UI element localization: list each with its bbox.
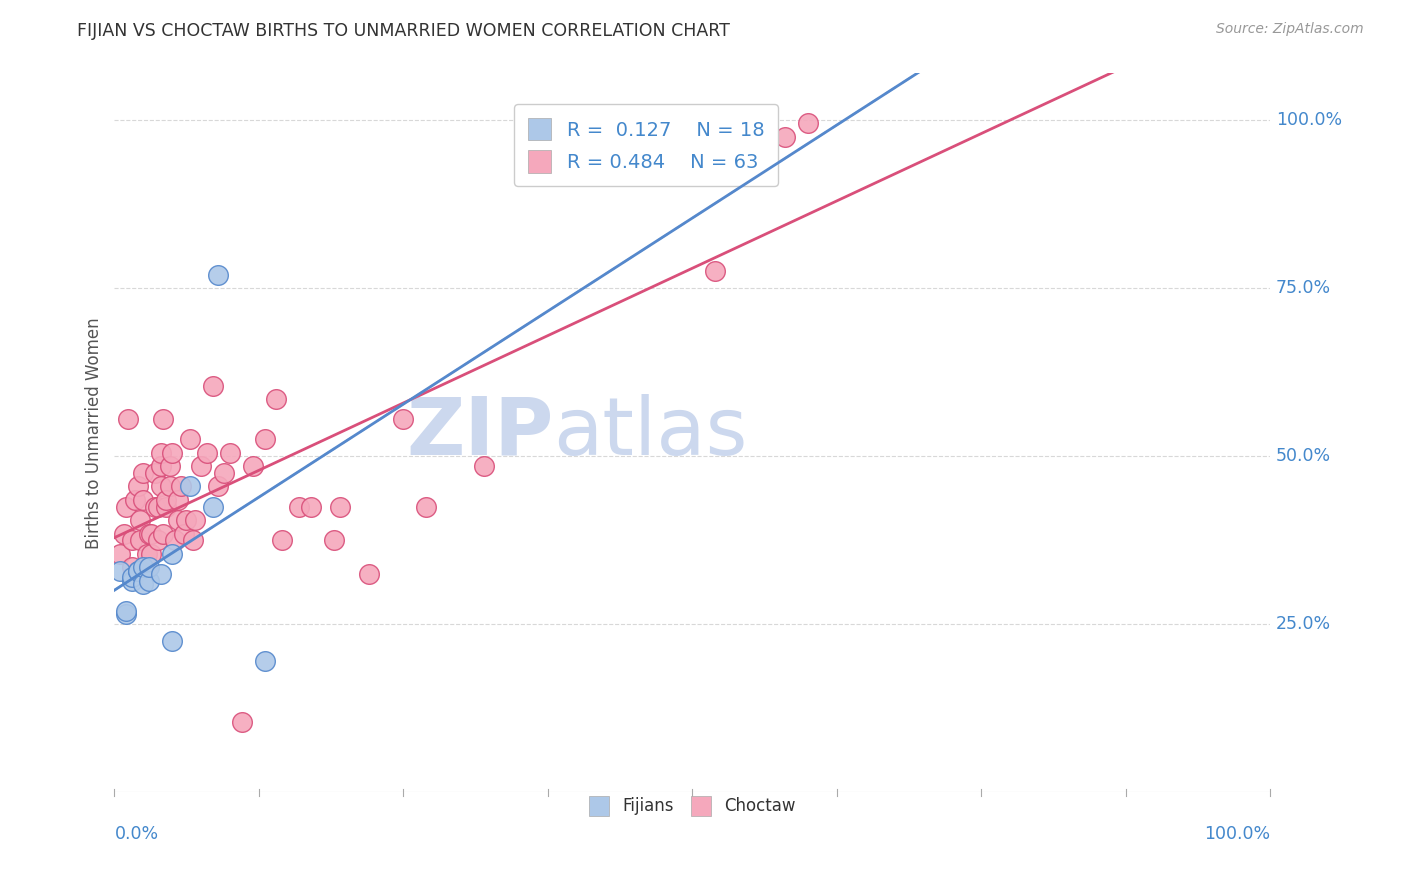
Point	[704, 264, 727, 278]
Text: Source: ZipAtlas.com: Source: ZipAtlas.com	[1216, 22, 1364, 37]
Point	[121, 570, 143, 584]
Point	[357, 566, 380, 581]
Point	[135, 560, 157, 574]
Point	[115, 607, 138, 622]
Point	[115, 604, 138, 618]
Point	[773, 129, 796, 144]
Text: 100.0%: 100.0%	[1204, 825, 1270, 843]
Point	[132, 577, 155, 591]
Point	[138, 574, 160, 588]
Point	[115, 500, 138, 514]
Point	[160, 547, 183, 561]
Point	[219, 446, 242, 460]
Point	[127, 564, 149, 578]
Point	[135, 547, 157, 561]
Point	[152, 412, 174, 426]
Point	[264, 392, 287, 406]
Point	[167, 513, 190, 527]
Point	[190, 459, 212, 474]
Point	[127, 479, 149, 493]
Point	[201, 378, 224, 392]
Text: 75.0%: 75.0%	[1277, 279, 1331, 297]
Point	[751, 144, 773, 158]
Point	[797, 116, 820, 130]
Point	[231, 714, 253, 729]
Legend: Fijians, Choctaw: Fijians, Choctaw	[578, 785, 807, 827]
Point	[173, 526, 195, 541]
Point	[160, 446, 183, 460]
Y-axis label: Births to Unmarried Women: Births to Unmarried Women	[86, 317, 103, 549]
Point	[207, 268, 229, 282]
Point	[143, 466, 166, 480]
Point	[184, 513, 207, 527]
Point	[152, 526, 174, 541]
Point	[149, 566, 172, 581]
Point	[207, 479, 229, 493]
Point	[155, 492, 177, 507]
Point	[138, 526, 160, 541]
Point	[179, 479, 201, 493]
Point	[167, 492, 190, 507]
Text: atlas: atlas	[554, 393, 748, 472]
Point	[108, 547, 131, 561]
Point	[143, 500, 166, 514]
Text: 0.0%: 0.0%	[114, 825, 159, 843]
Text: 25.0%: 25.0%	[1277, 615, 1331, 633]
Point	[121, 560, 143, 574]
Point	[149, 459, 172, 474]
Point	[201, 500, 224, 514]
Point	[148, 500, 170, 514]
Point	[121, 533, 143, 548]
Point	[415, 500, 437, 514]
Point	[170, 479, 193, 493]
Point	[112, 526, 135, 541]
Text: FIJIAN VS CHOCTAW BIRTHS TO UNMARRIED WOMEN CORRELATION CHART: FIJIAN VS CHOCTAW BIRTHS TO UNMARRIED WO…	[77, 22, 730, 40]
Point	[160, 634, 183, 648]
Point	[195, 446, 218, 460]
Text: ZIP: ZIP	[406, 393, 554, 472]
Text: 100.0%: 100.0%	[1277, 111, 1343, 129]
Point	[132, 466, 155, 480]
Point	[472, 459, 495, 474]
Point	[124, 492, 146, 507]
Point	[128, 513, 150, 527]
Point	[253, 433, 276, 447]
Point	[159, 459, 181, 474]
Point	[253, 654, 276, 668]
Point	[138, 560, 160, 574]
Point	[132, 560, 155, 574]
Point	[159, 479, 181, 493]
Point	[132, 492, 155, 507]
Point	[329, 500, 352, 514]
Point	[288, 500, 311, 514]
Point	[155, 500, 177, 514]
Point	[148, 533, 170, 548]
Point	[121, 574, 143, 588]
Point	[128, 533, 150, 548]
Point	[174, 513, 197, 527]
Point	[323, 533, 346, 548]
Point	[108, 564, 131, 578]
Point	[141, 547, 163, 561]
Point	[141, 526, 163, 541]
Point	[149, 479, 172, 493]
Point	[181, 533, 204, 548]
Point	[242, 459, 264, 474]
Point	[271, 533, 294, 548]
Point	[127, 564, 149, 578]
Text: 50.0%: 50.0%	[1277, 447, 1331, 466]
Point	[299, 500, 322, 514]
Point	[117, 412, 139, 426]
Point	[392, 412, 415, 426]
Point	[179, 433, 201, 447]
Point	[163, 533, 186, 548]
Point	[149, 446, 172, 460]
Point	[212, 466, 235, 480]
